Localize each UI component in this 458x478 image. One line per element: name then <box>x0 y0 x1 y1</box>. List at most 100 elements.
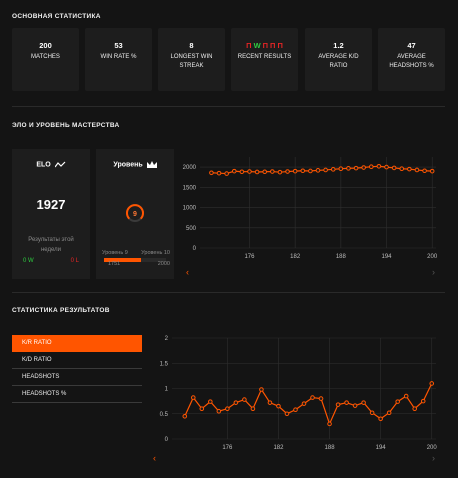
y-tick-label: 1000 <box>183 206 197 212</box>
trend-icon <box>54 161 66 168</box>
level-number: 9 <box>133 211 137 218</box>
weekly-results-caption: Результаты этой недели <box>28 237 74 253</box>
divider <box>12 292 445 293</box>
crown-icon <box>146 161 157 168</box>
level-progress-track <box>104 258 166 262</box>
stat-label: WIN RATE % <box>100 54 137 60</box>
data-point <box>407 166 412 172</box>
data-point <box>315 168 321 173</box>
tab-kd-ratio[interactable]: K/D RATIO <box>12 352 142 369</box>
data-point <box>378 416 383 422</box>
elo-chart-prev-button[interactable]: ‹ <box>186 267 189 277</box>
data-point <box>327 421 332 427</box>
data-point <box>233 400 239 405</box>
data-point <box>386 410 392 416</box>
level-to-elo: 2000 <box>157 261 170 267</box>
elo-value: 1927 <box>36 197 66 212</box>
data-point <box>216 170 222 176</box>
data-point <box>414 167 420 173</box>
data-point <box>224 171 229 176</box>
y-tick-label: 2 <box>165 336 169 342</box>
stat-value: 47 <box>407 41 416 50</box>
stat-label: MATCHES <box>31 54 60 60</box>
data-point <box>412 406 418 411</box>
data-point <box>277 169 283 175</box>
elo-history-chart: 0 500 1000 1500 2000 176 182 188 194 200 <box>183 157 438 260</box>
data-point <box>231 168 237 174</box>
level-card-title: Уровень <box>96 161 174 168</box>
data-point <box>250 406 256 411</box>
tab-headshots-percent[interactable]: HEADSHOTS % <box>12 386 142 403</box>
x-tick-label: 176 <box>222 445 233 451</box>
elo-card: ELO 1927 Результаты этой недели 0 W 0 L <box>12 149 90 279</box>
data-point <box>353 165 359 171</box>
level-to-label: Уровень 10 <box>141 250 170 256</box>
y-tick-label: 2000 <box>183 165 197 171</box>
y-tick-label: 0.5 <box>160 412 169 418</box>
data-point <box>323 167 328 173</box>
x-tick-label: 200 <box>427 254 438 260</box>
results-chart-next-button[interactable]: › <box>432 453 435 463</box>
data-point <box>285 169 290 174</box>
data-point <box>301 401 307 406</box>
elo-chart-next-button[interactable]: › <box>432 267 435 277</box>
data-point <box>190 395 196 400</box>
x-tick-label: 188 <box>336 254 347 260</box>
level-from-elo: 1751 <box>108 261 121 267</box>
level-title-text: Уровень <box>113 161 143 169</box>
data-point <box>330 167 336 172</box>
results-chart: 0 0.5 1 1.5 2 176 182 188 194 200 <box>160 336 438 451</box>
data-point <box>338 166 344 172</box>
stat-value: 8 <box>189 41 194 50</box>
data-point <box>209 170 214 176</box>
x-tick-label: 194 <box>376 445 387 451</box>
stat-value: 1.2 <box>333 41 344 50</box>
data-point <box>395 399 400 404</box>
recent-result-4: П <box>270 41 276 50</box>
stat-value: 53 <box>114 41 123 50</box>
data-point <box>254 169 260 175</box>
stat-value: 200 <box>39 41 52 50</box>
x-tick-label: 182 <box>290 254 301 260</box>
weekly-wins: 0 W <box>23 258 34 264</box>
data-point <box>318 396 324 401</box>
section-title-results: СТАТИСТИКА РЕЗУЛЬТАТОВ <box>12 307 110 314</box>
tab-headshots[interactable]: HEADSHOTS <box>12 369 142 386</box>
stat-card-matches: 200 MATCHES <box>12 28 79 91</box>
data-point <box>391 165 397 171</box>
stat-card-win-rate: 53 WIN RATE % <box>85 28 152 91</box>
tab-kr-ratio[interactable]: K/R RATIO <box>12 335 142 352</box>
y-tick-label: 1 <box>165 387 169 393</box>
y-tick-label: 1500 <box>183 185 197 191</box>
stat-card-avg-kd: 1.2 AVERAGE K/D RATIO <box>305 28 372 91</box>
elo-title-text: ELO <box>36 161 51 169</box>
data-point <box>335 402 341 407</box>
data-point <box>368 164 374 170</box>
data-point <box>182 413 188 419</box>
data-point <box>262 169 268 175</box>
data-point <box>284 411 290 417</box>
data-point <box>429 381 435 386</box>
data-point <box>420 398 426 404</box>
data-point <box>346 166 351 171</box>
data-point <box>292 168 298 174</box>
series-line <box>184 383 433 426</box>
data-point <box>361 400 366 405</box>
data-point <box>239 169 245 175</box>
data-point <box>352 403 358 408</box>
section-title-main-stats: ОСНОВНАЯ СТАТИСТИКА <box>12 13 101 20</box>
data-point <box>300 168 306 174</box>
y-tick-label: 500 <box>186 226 197 232</box>
data-point <box>199 406 205 411</box>
data-point <box>208 399 213 404</box>
data-point <box>267 400 273 405</box>
data-point <box>225 406 230 411</box>
data-point <box>361 165 366 170</box>
results-chart-prev-button[interactable]: ‹ <box>153 453 156 463</box>
y-tick-label: 0 <box>165 437 169 443</box>
level-gauge-icon: 9 <box>126 204 144 222</box>
elo-card-title: ELO <box>12 161 90 168</box>
divider <box>12 106 445 107</box>
data-point <box>369 410 375 416</box>
